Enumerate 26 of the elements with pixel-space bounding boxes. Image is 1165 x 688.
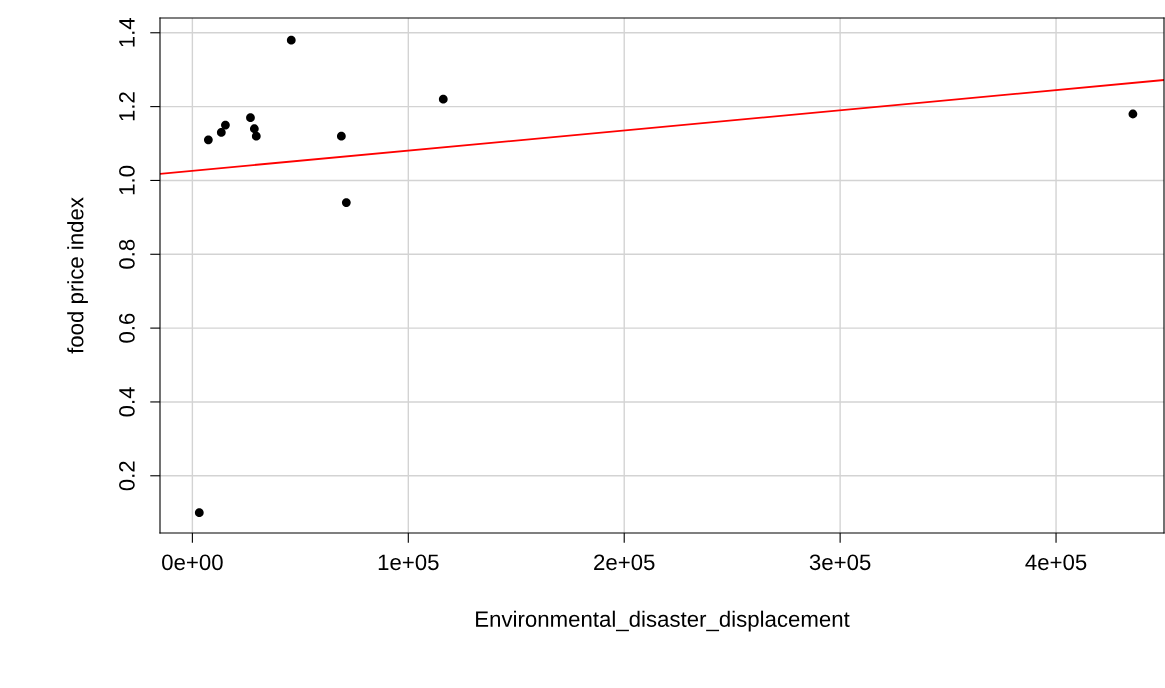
- y-tick-label: 0.4: [119, 387, 135, 417]
- point: [341, 198, 351, 207]
- x-tick-label: 0e+00: [162, 554, 223, 571]
- point: [216, 128, 226, 137]
- point: [246, 113, 255, 123]
- point: [249, 124, 259, 134]
- y-tick-label: 0.2: [119, 461, 135, 491]
- point: [251, 131, 261, 141]
- x-axis-title: Environmental_disaster_displacement: [476, 610, 850, 632]
- x-tick-label: 2e+05: [594, 554, 655, 571]
- y-axis-title: food price index: [67, 197, 88, 354]
- point: [194, 508, 204, 518]
- y-tick-label: 0.6: [119, 313, 135, 343]
- point: [1128, 109, 1138, 119]
- y-tick-label: 1.4: [119, 17, 135, 47]
- point: [203, 135, 213, 145]
- y-tick-label: 1.0: [119, 165, 135, 195]
- point: [336, 131, 346, 141]
- y-tick-label: 1.2: [119, 92, 135, 121]
- point: [221, 120, 230, 130]
- y-tick-label: 0.8: [119, 239, 135, 269]
- x-tick-label: 1e+05: [378, 554, 439, 571]
- point: [438, 94, 448, 104]
- point: [286, 35, 296, 45]
- x-tick-label: 4e+05: [1025, 554, 1087, 571]
- x-tick-label: 3e+05: [809, 554, 871, 571]
